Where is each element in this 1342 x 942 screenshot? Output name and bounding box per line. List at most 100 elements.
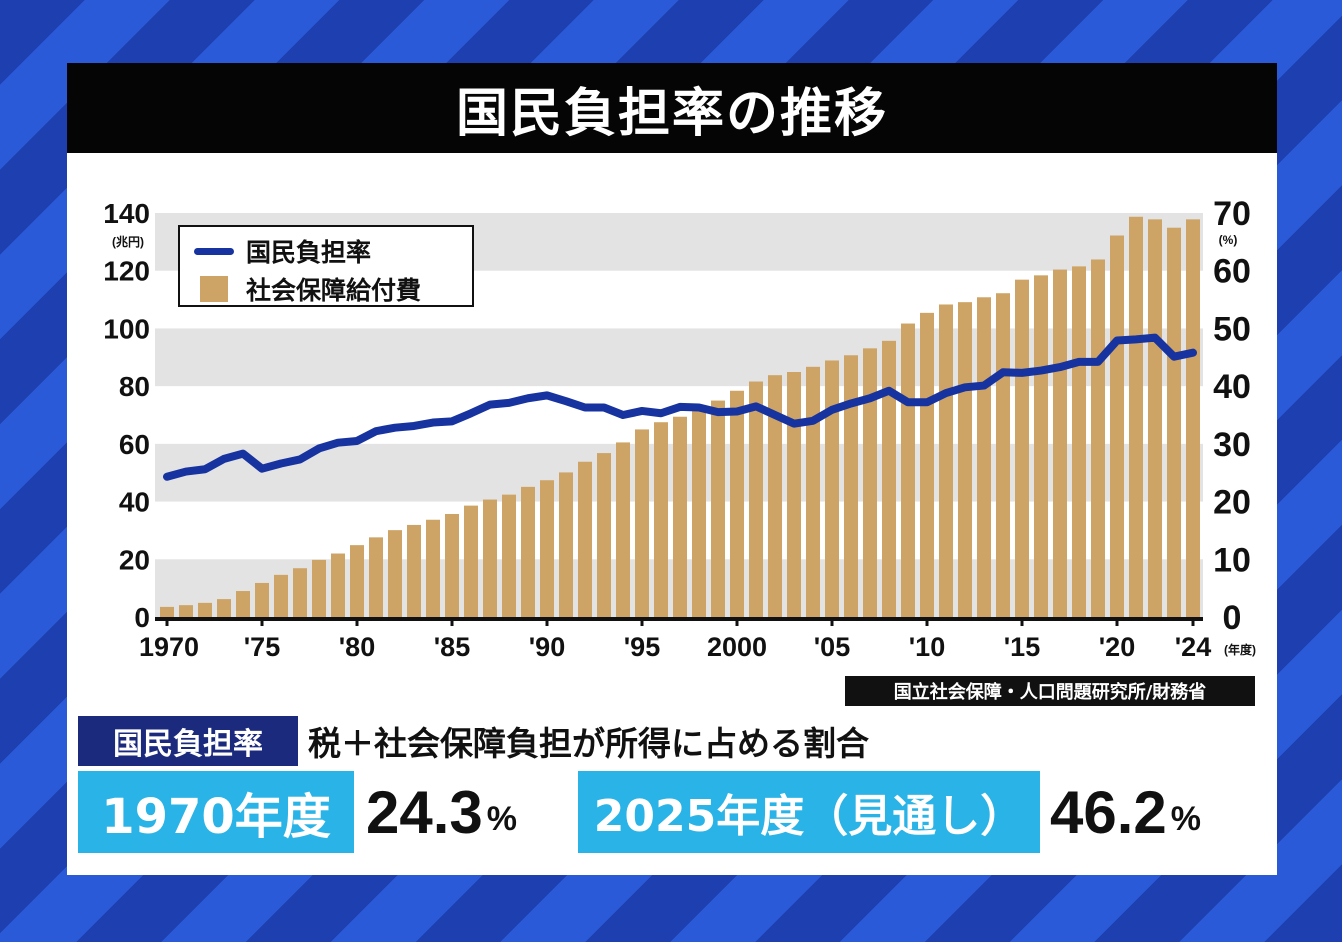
bar [445, 513, 459, 617]
bar [597, 453, 611, 617]
bar [160, 606, 174, 617]
line-point [1116, 340, 1118, 342]
x-tick-label: '10 [909, 632, 945, 662]
definition-label: 国民負担率 [78, 716, 298, 766]
bar [863, 348, 877, 617]
x-tick-label: '24 [1175, 632, 1211, 662]
value: 46.2 [1050, 778, 1167, 846]
bar [331, 553, 345, 617]
line-point [603, 406, 605, 408]
line-point [641, 410, 643, 412]
right-axis-unit: (%) [1219, 233, 1238, 247]
bar [616, 442, 630, 617]
right-tick-label: 70 [1213, 195, 1251, 233]
x-tick-label: '15 [1004, 632, 1040, 662]
bar [312, 559, 326, 617]
line-point [242, 453, 244, 455]
line-point [774, 414, 776, 416]
left-tick-label: 80 [119, 371, 150, 402]
bar [1186, 219, 1200, 617]
left-tick-label: 0 [134, 602, 150, 633]
line-point [527, 397, 529, 399]
stat-2025-label: 2025年度（見通し） [578, 771, 1040, 853]
x-tick-label: '85 [434, 632, 470, 662]
line-point [318, 447, 320, 449]
line-point [337, 442, 339, 444]
x-tick-label: 2000 [707, 632, 767, 662]
legend-item-bar: 社会保障給付費 [194, 271, 421, 307]
line-point [736, 411, 738, 413]
x-tick-label: '75 [244, 632, 280, 662]
right-tick-label: 50 [1213, 310, 1251, 348]
line-point [356, 440, 358, 442]
line-point [584, 406, 586, 408]
line-point [888, 390, 890, 392]
bar [787, 372, 801, 617]
bar [901, 323, 915, 617]
line-point [907, 401, 909, 403]
line-point [622, 414, 624, 416]
bar [350, 545, 364, 617]
bar [1034, 275, 1048, 617]
line-point [1021, 372, 1023, 374]
line-point [413, 425, 415, 427]
bar [996, 293, 1010, 617]
legend: 国民負担率 社会保障給付費 [178, 225, 474, 307]
bar [844, 355, 858, 617]
line-point [1097, 361, 1099, 363]
legend-label: 社会保障給付費 [246, 276, 422, 305]
right-tick-label: 30 [1213, 426, 1251, 464]
x-tick-label: '90 [529, 632, 565, 662]
line-point [812, 420, 814, 422]
bar [198, 602, 212, 617]
left-tick-label: 20 [119, 544, 150, 575]
line-swatch-icon [194, 247, 234, 255]
chart-title: 国民負担率の推移 [67, 63, 1277, 153]
bar [1053, 269, 1067, 617]
line-point [546, 394, 548, 396]
bar [1129, 216, 1143, 617]
line-point [1059, 366, 1061, 368]
line-point [755, 405, 757, 407]
definition-text: 税＋社会保障負担が所得に占める割合 [308, 724, 869, 763]
line-point [375, 430, 377, 432]
line-point [166, 476, 168, 478]
line-point [1173, 356, 1175, 358]
source-label: 国立社会保障・人口問題研究所/財務省 [845, 676, 1255, 706]
line-point [698, 406, 700, 408]
bar-swatch-icon [200, 276, 228, 302]
bar [673, 416, 687, 617]
line-point [926, 401, 928, 403]
bar [369, 537, 383, 617]
line-point [831, 409, 833, 411]
line-point [508, 402, 510, 404]
line-point [470, 412, 472, 414]
line-point [432, 422, 434, 424]
line-point [679, 406, 681, 408]
line-point [394, 427, 396, 429]
bar [958, 302, 972, 617]
stat-1970-label: 1970年度 [78, 771, 354, 853]
bar [1072, 266, 1086, 617]
bar [730, 390, 744, 617]
line-point [451, 420, 453, 422]
right-tick-label: 20 [1213, 484, 1251, 522]
bar [407, 524, 421, 617]
bar [1167, 227, 1181, 617]
line-point [945, 392, 947, 394]
bar [768, 375, 782, 617]
bar [255, 582, 269, 617]
bar [521, 486, 535, 617]
legend-item-line: 国民負担率 [194, 233, 371, 269]
line-point [983, 385, 985, 387]
bar [540, 480, 554, 617]
bar [711, 400, 725, 617]
bar [692, 408, 706, 617]
bar [578, 461, 592, 617]
bar [464, 505, 478, 617]
line-point [1078, 361, 1080, 363]
left-tick-label: 60 [119, 429, 150, 460]
stat-2025-value: 46.2% [1050, 771, 1201, 853]
line-point [660, 412, 662, 414]
